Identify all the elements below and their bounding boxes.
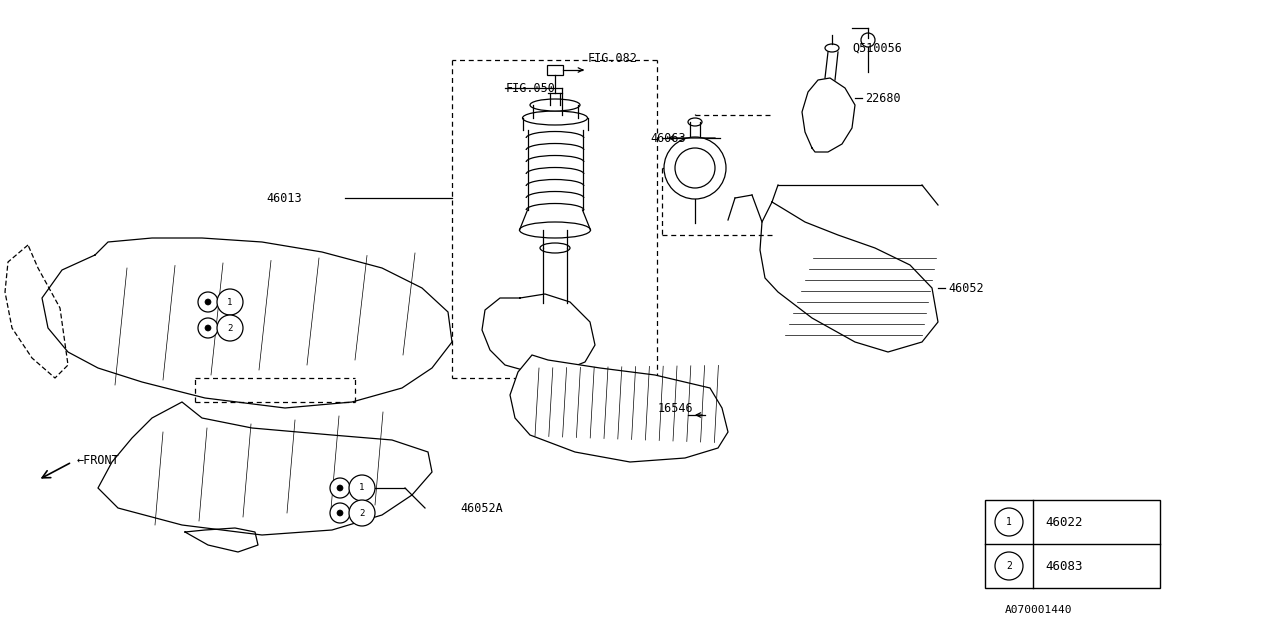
Text: 46013: 46013 bbox=[266, 191, 302, 205]
Circle shape bbox=[337, 485, 343, 491]
Text: 2: 2 bbox=[1006, 561, 1012, 571]
Ellipse shape bbox=[522, 111, 588, 125]
Bar bbox=[986, 500, 1160, 588]
Text: 2: 2 bbox=[228, 323, 233, 333]
Polygon shape bbox=[99, 402, 433, 535]
Text: ←FRONT: ←FRONT bbox=[77, 454, 120, 467]
Text: 1: 1 bbox=[1006, 517, 1012, 527]
Text: 2: 2 bbox=[360, 509, 365, 518]
Text: 46083: 46083 bbox=[1044, 559, 1083, 573]
Circle shape bbox=[337, 510, 343, 516]
Circle shape bbox=[218, 315, 243, 341]
Circle shape bbox=[349, 475, 375, 501]
Circle shape bbox=[205, 299, 211, 305]
Text: FIG.050: FIG.050 bbox=[506, 81, 556, 95]
Text: 22680: 22680 bbox=[865, 92, 901, 104]
Ellipse shape bbox=[540, 243, 570, 253]
Text: 1: 1 bbox=[360, 483, 365, 493]
Text: 46052: 46052 bbox=[948, 282, 983, 294]
Circle shape bbox=[664, 137, 726, 199]
Circle shape bbox=[330, 478, 349, 498]
Circle shape bbox=[198, 318, 218, 338]
Text: FIG.082: FIG.082 bbox=[588, 51, 637, 65]
Circle shape bbox=[349, 500, 375, 526]
Circle shape bbox=[205, 325, 211, 331]
Ellipse shape bbox=[826, 44, 838, 52]
Text: 16546: 16546 bbox=[658, 401, 694, 415]
Circle shape bbox=[330, 503, 349, 523]
Text: 46022: 46022 bbox=[1044, 515, 1083, 529]
Text: 46063: 46063 bbox=[650, 131, 686, 145]
Circle shape bbox=[995, 508, 1023, 536]
Text: Q510056: Q510056 bbox=[852, 42, 902, 54]
Text: 46052A: 46052A bbox=[460, 502, 503, 515]
Circle shape bbox=[995, 552, 1023, 580]
Text: 1: 1 bbox=[228, 298, 233, 307]
Circle shape bbox=[218, 289, 243, 315]
Polygon shape bbox=[509, 355, 728, 462]
Bar bbox=[547, 65, 563, 75]
Ellipse shape bbox=[520, 222, 590, 238]
Ellipse shape bbox=[530, 99, 580, 111]
Text: A070001440: A070001440 bbox=[1005, 605, 1073, 615]
Circle shape bbox=[198, 292, 218, 312]
Ellipse shape bbox=[689, 118, 701, 126]
